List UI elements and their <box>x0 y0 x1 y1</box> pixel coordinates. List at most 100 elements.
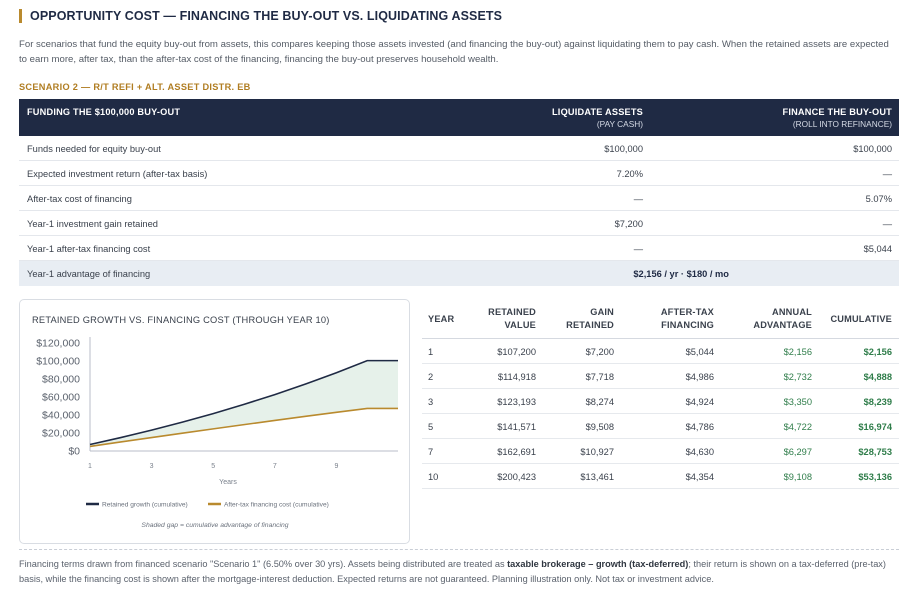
y-tick-label: $120,000 <box>36 338 80 350</box>
cell-retained-value: $107,200 <box>497 347 536 357</box>
col-annual-header-line1: ANNUAL <box>772 307 812 317</box>
table-row: 3 $123,193 $8,274 $4,924 $3,350 $8,239 <box>422 389 899 414</box>
y-tick-label: $60,000 <box>42 392 80 404</box>
cell-annual-advantage: $2,732 <box>783 372 812 382</box>
cell-gain-retained: $7,718 <box>585 372 614 382</box>
cell-year: 2 <box>428 372 434 382</box>
cell-gain-retained: $13,461 <box>580 472 614 482</box>
page-title: OPPORTUNITY COST — FINANCING THE BUY-OUT… <box>30 8 503 23</box>
col-financing-header-line2: FINANCING <box>661 320 714 330</box>
footer-text-before: Financing terms drawn from financed scen… <box>19 559 508 569</box>
series-line-financing-cost <box>89 407 398 448</box>
funding-row-label: Expected investment return (after-tax ba… <box>27 169 208 179</box>
funding-row: Year-1 after-tax financing cost — $5,044 <box>19 236 899 261</box>
funding-row-label: Year-1 after-tax financing cost <box>27 244 151 254</box>
cell-financing: $4,786 <box>685 422 714 432</box>
funding-table-header: FUNDING THE $100,000 BUY-OUT LIQUIDATE A… <box>19 99 899 136</box>
funding-row-liquidate: — <box>633 194 643 204</box>
funding-row-finance: $100,000 <box>853 144 892 154</box>
funding-row-finance: $5,044 <box>863 244 892 254</box>
detail-table-body: 1 $107,200 $7,200 $5,044 $2,156 $2,156 2 $114,9… <box>422 339 899 489</box>
cell-financing: $4,924 <box>685 397 714 407</box>
cell-financing: $4,630 <box>685 447 714 457</box>
funding-row: Expected investment return (after-tax ba… <box>19 161 899 186</box>
liquidate-header-sub: (PAY CASH) <box>596 119 643 129</box>
legend-label-retained: Retained growth (cumulative) <box>102 502 188 509</box>
cell-retained-value: $123,193 <box>497 397 536 407</box>
cell-gain-retained: $10,927 <box>580 447 614 457</box>
cell-cumulative: $4,888 <box>863 372 892 382</box>
y-tick-label: $40,000 <box>42 410 80 422</box>
cell-year: 1 <box>428 347 434 357</box>
cell-financing: $4,354 <box>685 472 714 482</box>
footer-divider <box>19 549 899 550</box>
funding-row-finance: 5.07% <box>865 194 892 204</box>
footer-text-after: ; their return is shown on a tax-deferre… <box>19 559 886 584</box>
col-annual-header-line2: ADVANTAGE <box>753 320 812 330</box>
cell-annual-advantage: $2,156 <box>783 347 812 357</box>
chart-shading-note: Shaded gap = cumulative advantage of fin… <box>141 522 288 529</box>
funding-row-liquidate: — <box>633 244 643 254</box>
col-cumulative-header: CUMULATIVE <box>830 314 892 324</box>
cell-year: 10 <box>428 472 439 482</box>
cell-cumulative: $53,136 <box>858 472 892 482</box>
footer-text-bold: taxable brokerage – growth (tax-deferred… <box>507 559 689 569</box>
advantage-row-value: $2,156 / yr · $180 / mo <box>633 269 729 279</box>
funding-row-liquidate: $7,200 <box>614 219 643 229</box>
cell-year: 3 <box>428 397 434 407</box>
x-tick-label: 7 <box>273 463 277 470</box>
funding-row-liquidate: 7.20% <box>616 169 643 179</box>
funding-row: Year-1 investment gain retained $7,200 — <box>19 211 899 236</box>
cell-cumulative: $8,239 <box>863 397 892 407</box>
y-tick-label: $100,000 <box>36 356 80 368</box>
funding-row-label: After-tax cost of financing <box>27 194 132 204</box>
funding-table: FUNDING THE $100,000 BUY-OUT LIQUIDATE A… <box>19 99 899 286</box>
finance-header-sub: (ROLL INTO REFINANCE) <box>792 119 892 129</box>
cell-year: 7 <box>428 447 434 457</box>
cell-gain-retained: $7,200 <box>585 347 614 357</box>
liquidate-header: LIQUIDATE ASSETS (PAY CASH) <box>552 106 643 131</box>
cell-retained-value: $200,423 <box>497 472 536 482</box>
table-row: 5 $141,571 $9,508 $4,786 $4,722 $16,974 <box>422 414 899 439</box>
x-tick-label: 3 <box>150 463 154 470</box>
col-gain-header-line2: RETAINED <box>566 320 614 330</box>
series-line-retained-growth <box>89 359 398 446</box>
col-annual-header: ANNUAL ADVANTAGE <box>753 306 812 332</box>
growth-chart: $0 $20,000 $40,000 $60,000 $80,000 $100,000 $1… <box>36 337 398 529</box>
cell-retained-value: $162,691 <box>497 447 536 457</box>
col-financing-header-line1: AFTER-TAX <box>660 307 714 317</box>
intro-paragraph: For scenarios that fund the equity buy-o… <box>19 39 889 65</box>
cell-retained-value: $141,571 <box>497 422 536 432</box>
x-tick-label: 5 <box>211 463 215 470</box>
finance-header: FINANCE THE BUY-OUT (ROLL INTO REFINANCE… <box>783 106 892 131</box>
funding-row-label: Year-1 investment gain retained <box>27 219 158 229</box>
funding-row-label: Funds needed for equity buy-out <box>27 144 161 154</box>
x-tick-label: 1 <box>88 463 92 470</box>
finance-header-main: FINANCE THE BUY-OUT <box>782 107 892 117</box>
col-financing-header: AFTER-TAX FINANCING <box>661 306 714 332</box>
cell-annual-advantage: $4,722 <box>783 422 812 432</box>
funding-row-finance: — <box>882 219 892 229</box>
advantage-row: Year-1 advantage of financing $2,156 / y… <box>19 261 899 286</box>
cell-annual-advantage: $9,108 <box>783 472 812 482</box>
chart-title: RETAINED GROWTH VS. FINANCING COST (THRO… <box>32 315 330 325</box>
funding-row-finance: — <box>882 169 892 179</box>
advantage-row-label: Year-1 advantage of financing <box>27 269 151 279</box>
cell-cumulative: $2,156 <box>863 347 892 357</box>
table-row: 2 $114,918 $7,718 $4,986 $2,732 $4,888 <box>422 364 899 389</box>
liquidate-header-main: LIQUIDATE ASSETS <box>552 107 643 117</box>
table-row: 10 $200,423 $13,461 $4,354 $9,108 $53,136 <box>422 464 899 489</box>
detail-table: YEAR RETAINED VALUE GAIN RETAINED AFTER-… <box>422 301 899 489</box>
cell-gain-retained: $9,508 <box>585 422 614 432</box>
funding-row-liquidate: $100,000 <box>604 144 643 154</box>
footer-note: Financing terms drawn from financed scen… <box>19 557 899 587</box>
col-year-header: YEAR <box>428 314 455 324</box>
col-retained-header: RETAINED VALUE <box>488 306 536 332</box>
y-tick-label: $80,000 <box>42 374 80 386</box>
funding-header-label: FUNDING THE $100,000 BUY-OUT <box>27 107 181 117</box>
legend-label-financing: After-tax financing cost (cumulative) <box>224 502 329 509</box>
col-retained-header-line2: VALUE <box>504 320 536 330</box>
chart-card: RETAINED GROWTH VS. FINANCING COST (THRO… <box>19 299 410 544</box>
y-tick-label: $20,000 <box>42 428 80 440</box>
cell-annual-advantage: $3,350 <box>783 397 812 407</box>
